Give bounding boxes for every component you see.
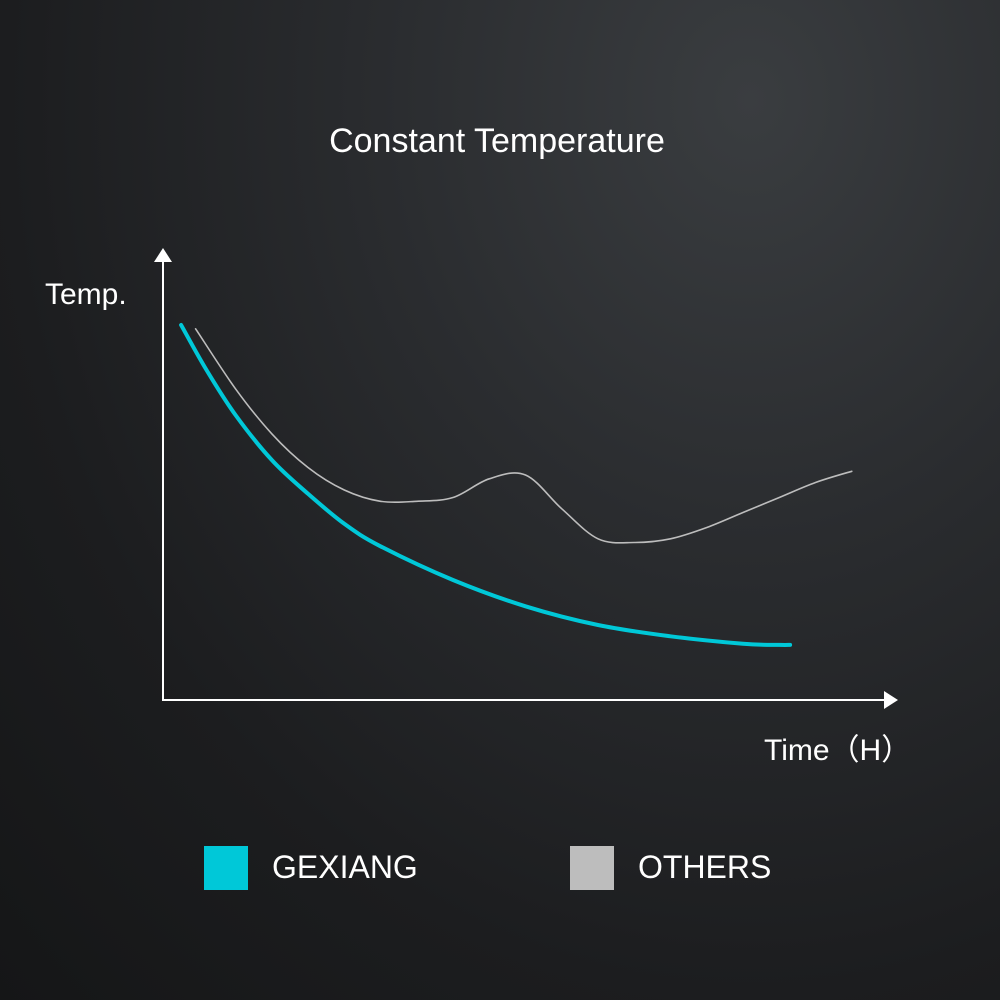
legend-label-gexiang: GEXIANG: [272, 849, 418, 885]
legend-label-others: OTHERS: [638, 849, 771, 885]
series-layer: [179, 323, 853, 647]
series-line-gexiang: [179, 323, 793, 647]
y-axis-arrow-icon: [154, 248, 172, 262]
x-axis-arrow-icon: [884, 691, 898, 709]
series-line-others: [194, 328, 853, 544]
x-axis-label: Time（H）: [764, 734, 911, 767]
legend-swatch-gexiang: [204, 846, 248, 890]
chart-title: Constant Temperature: [329, 122, 665, 160]
legend-swatch-others: [570, 846, 614, 890]
y-axis-label: Temp.: [45, 278, 127, 311]
